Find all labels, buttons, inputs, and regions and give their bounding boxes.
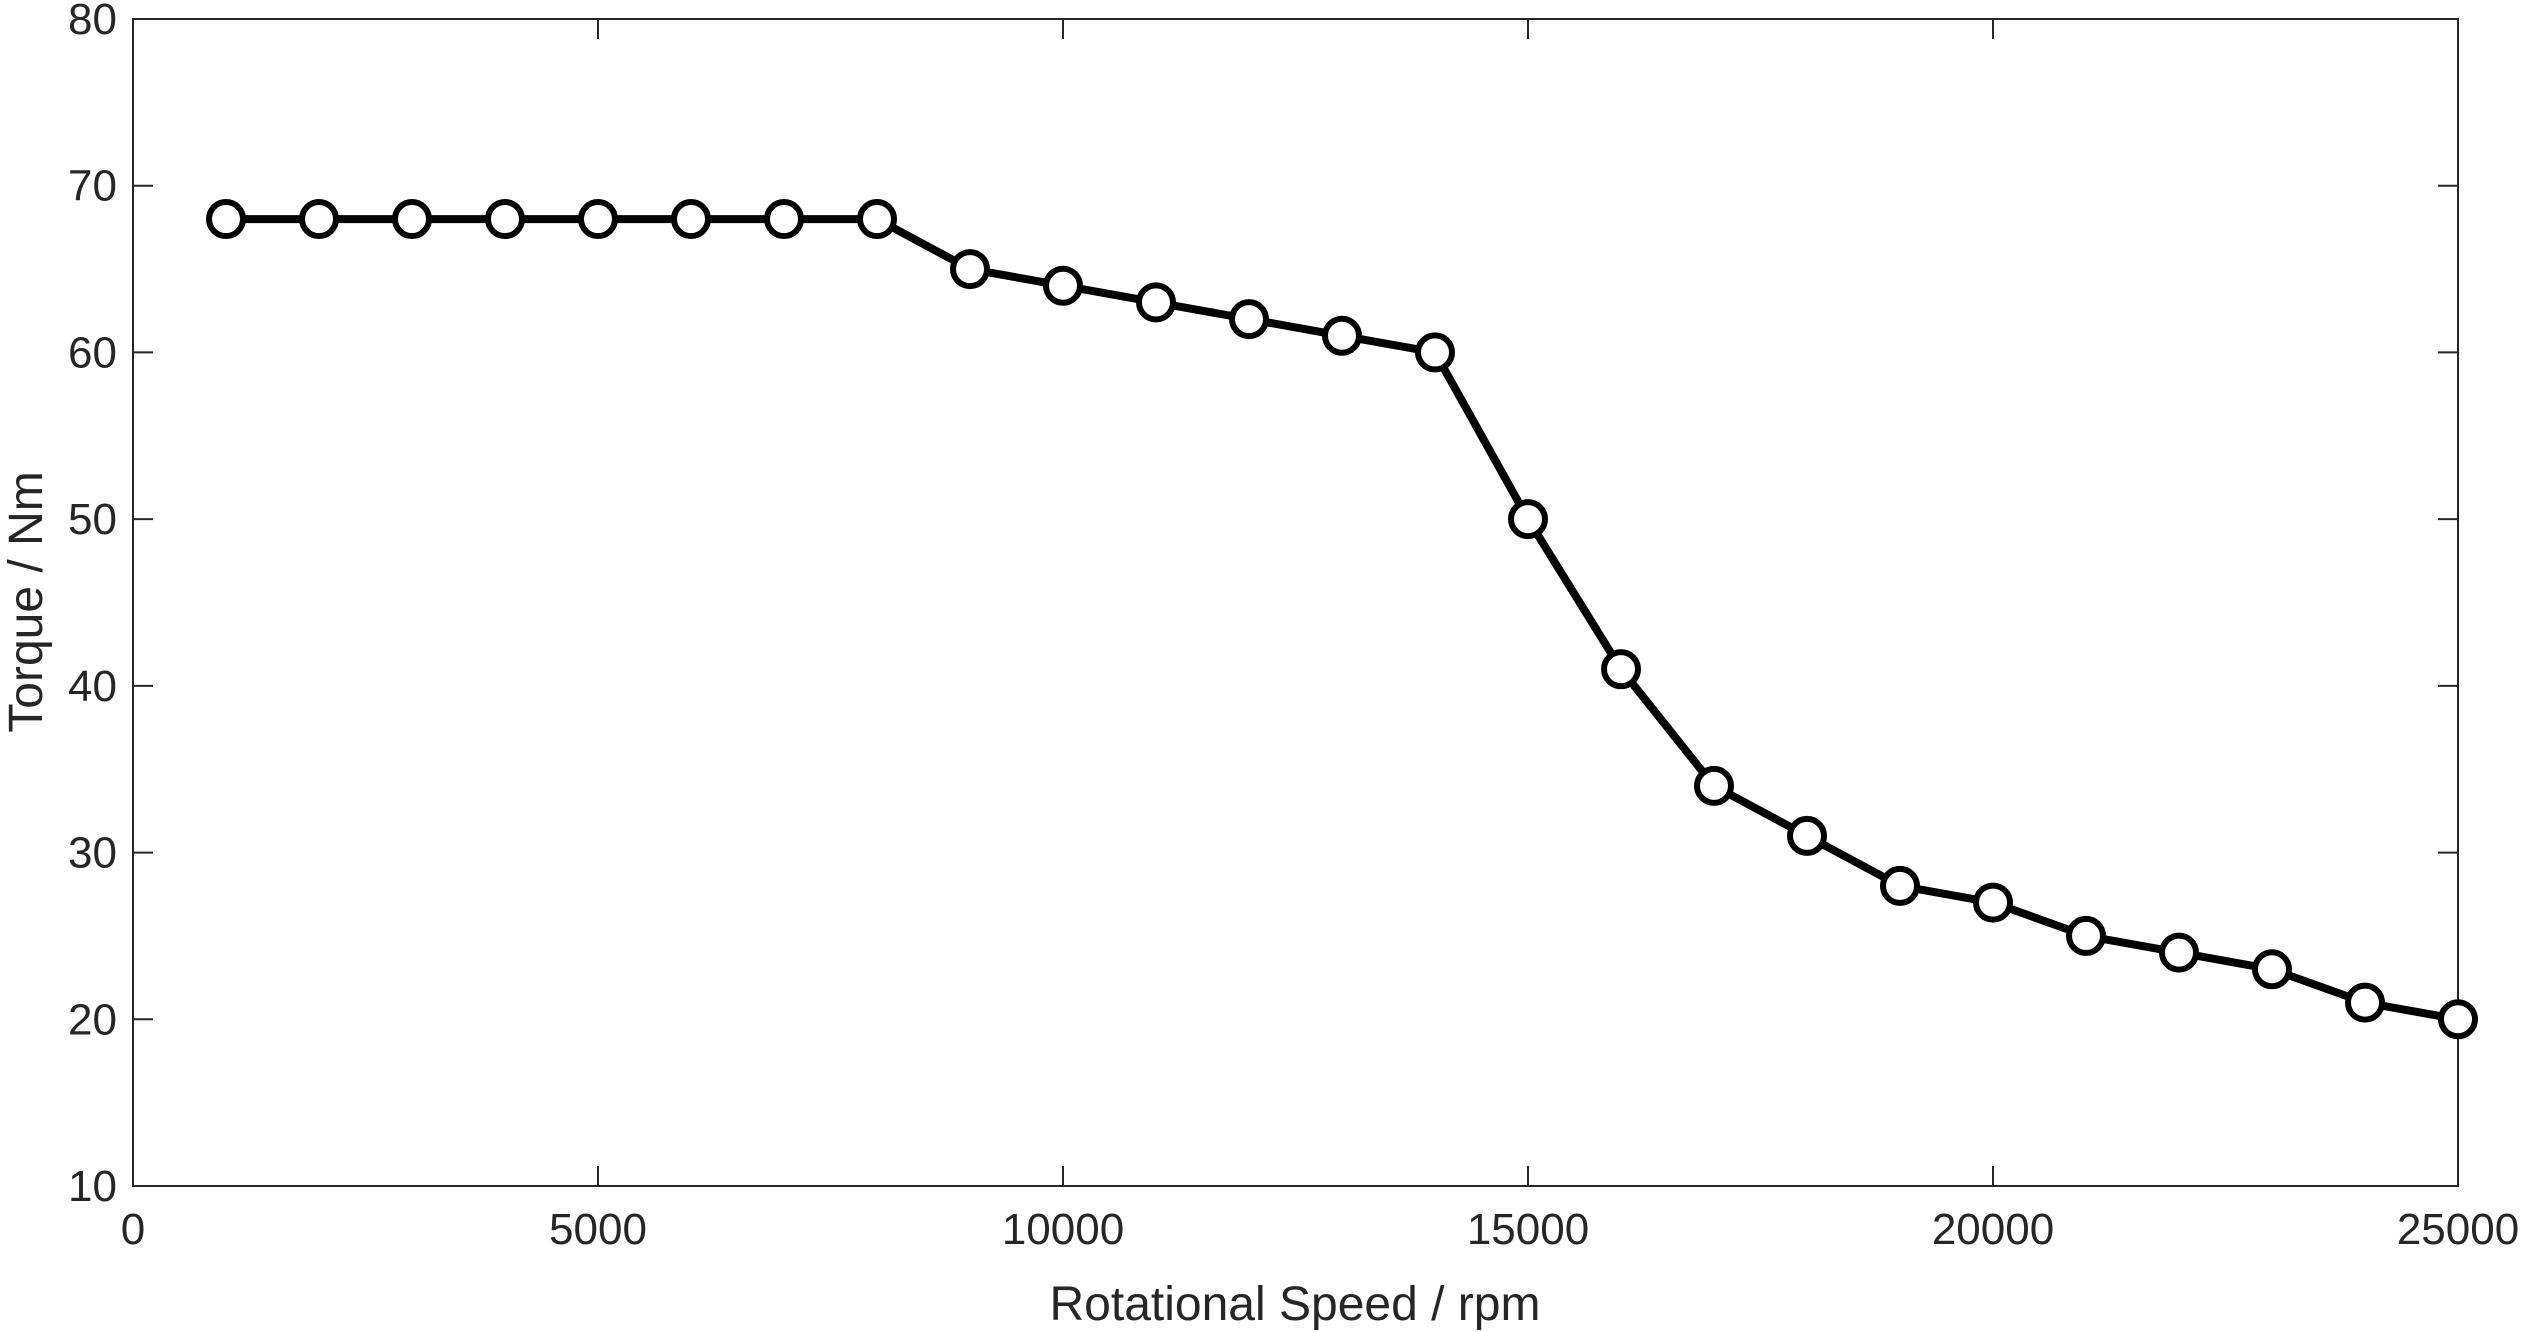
x-tick-label: 0 [121, 1205, 145, 1254]
y-tick-label: 50 [68, 495, 117, 544]
data-point [1601, 649, 1641, 690]
x-tick-label: 25000 [2397, 1205, 2519, 1254]
y-tick-label: 70 [68, 162, 117, 211]
data-point [1136, 282, 1176, 323]
x-tick-label: 5000 [549, 1205, 647, 1254]
y-tick-label: 40 [68, 662, 117, 711]
data-point [1043, 265, 1083, 306]
data-point [485, 199, 525, 240]
data-point [206, 199, 246, 240]
data-point [671, 199, 711, 240]
data-point [392, 199, 432, 240]
data-point [950, 249, 990, 290]
data-point [1508, 499, 1548, 540]
y-axis-title: Torque / Nm [0, 471, 53, 732]
data-point [1694, 765, 1734, 806]
x-tick-label: 15000 [1467, 1205, 1589, 1254]
axis-ticks [132, 18, 2459, 1187]
data-point [1322, 315, 1362, 356]
data-point [857, 199, 897, 240]
data-point [2345, 982, 2385, 1023]
data-point [2252, 949, 2292, 990]
y-tick-label: 60 [68, 328, 117, 377]
data-point [2159, 932, 2199, 973]
y-tick-label: 10 [68, 1162, 117, 1211]
data-point [1880, 865, 1920, 906]
data-point [578, 199, 618, 240]
data-point [299, 199, 339, 240]
y-tick-label: 30 [68, 829, 117, 878]
data-point [1973, 882, 2013, 923]
data-point [1787, 815, 1827, 856]
y-tick-label: 20 [68, 995, 117, 1044]
data-point [2438, 999, 2478, 1040]
x-axis-title: Rotational Speed / rpm [1050, 1278, 1541, 1331]
x-tick-label: 10000 [1002, 1205, 1124, 1254]
plot-area-frame [132, 18, 2459, 1187]
data-point [1415, 332, 1455, 373]
data-point [1229, 299, 1269, 340]
data-series [206, 199, 2478, 1040]
tick-labels: 0 5000 10000 15000 20000 25000 10 20 30 40 50 60 70 8… [68, 0, 2519, 1254]
y-tick-label: 80 [68, 0, 117, 44]
data-point [2066, 915, 2106, 956]
x-tick-label: 20000 [1932, 1205, 2054, 1254]
data-point [764, 199, 804, 240]
